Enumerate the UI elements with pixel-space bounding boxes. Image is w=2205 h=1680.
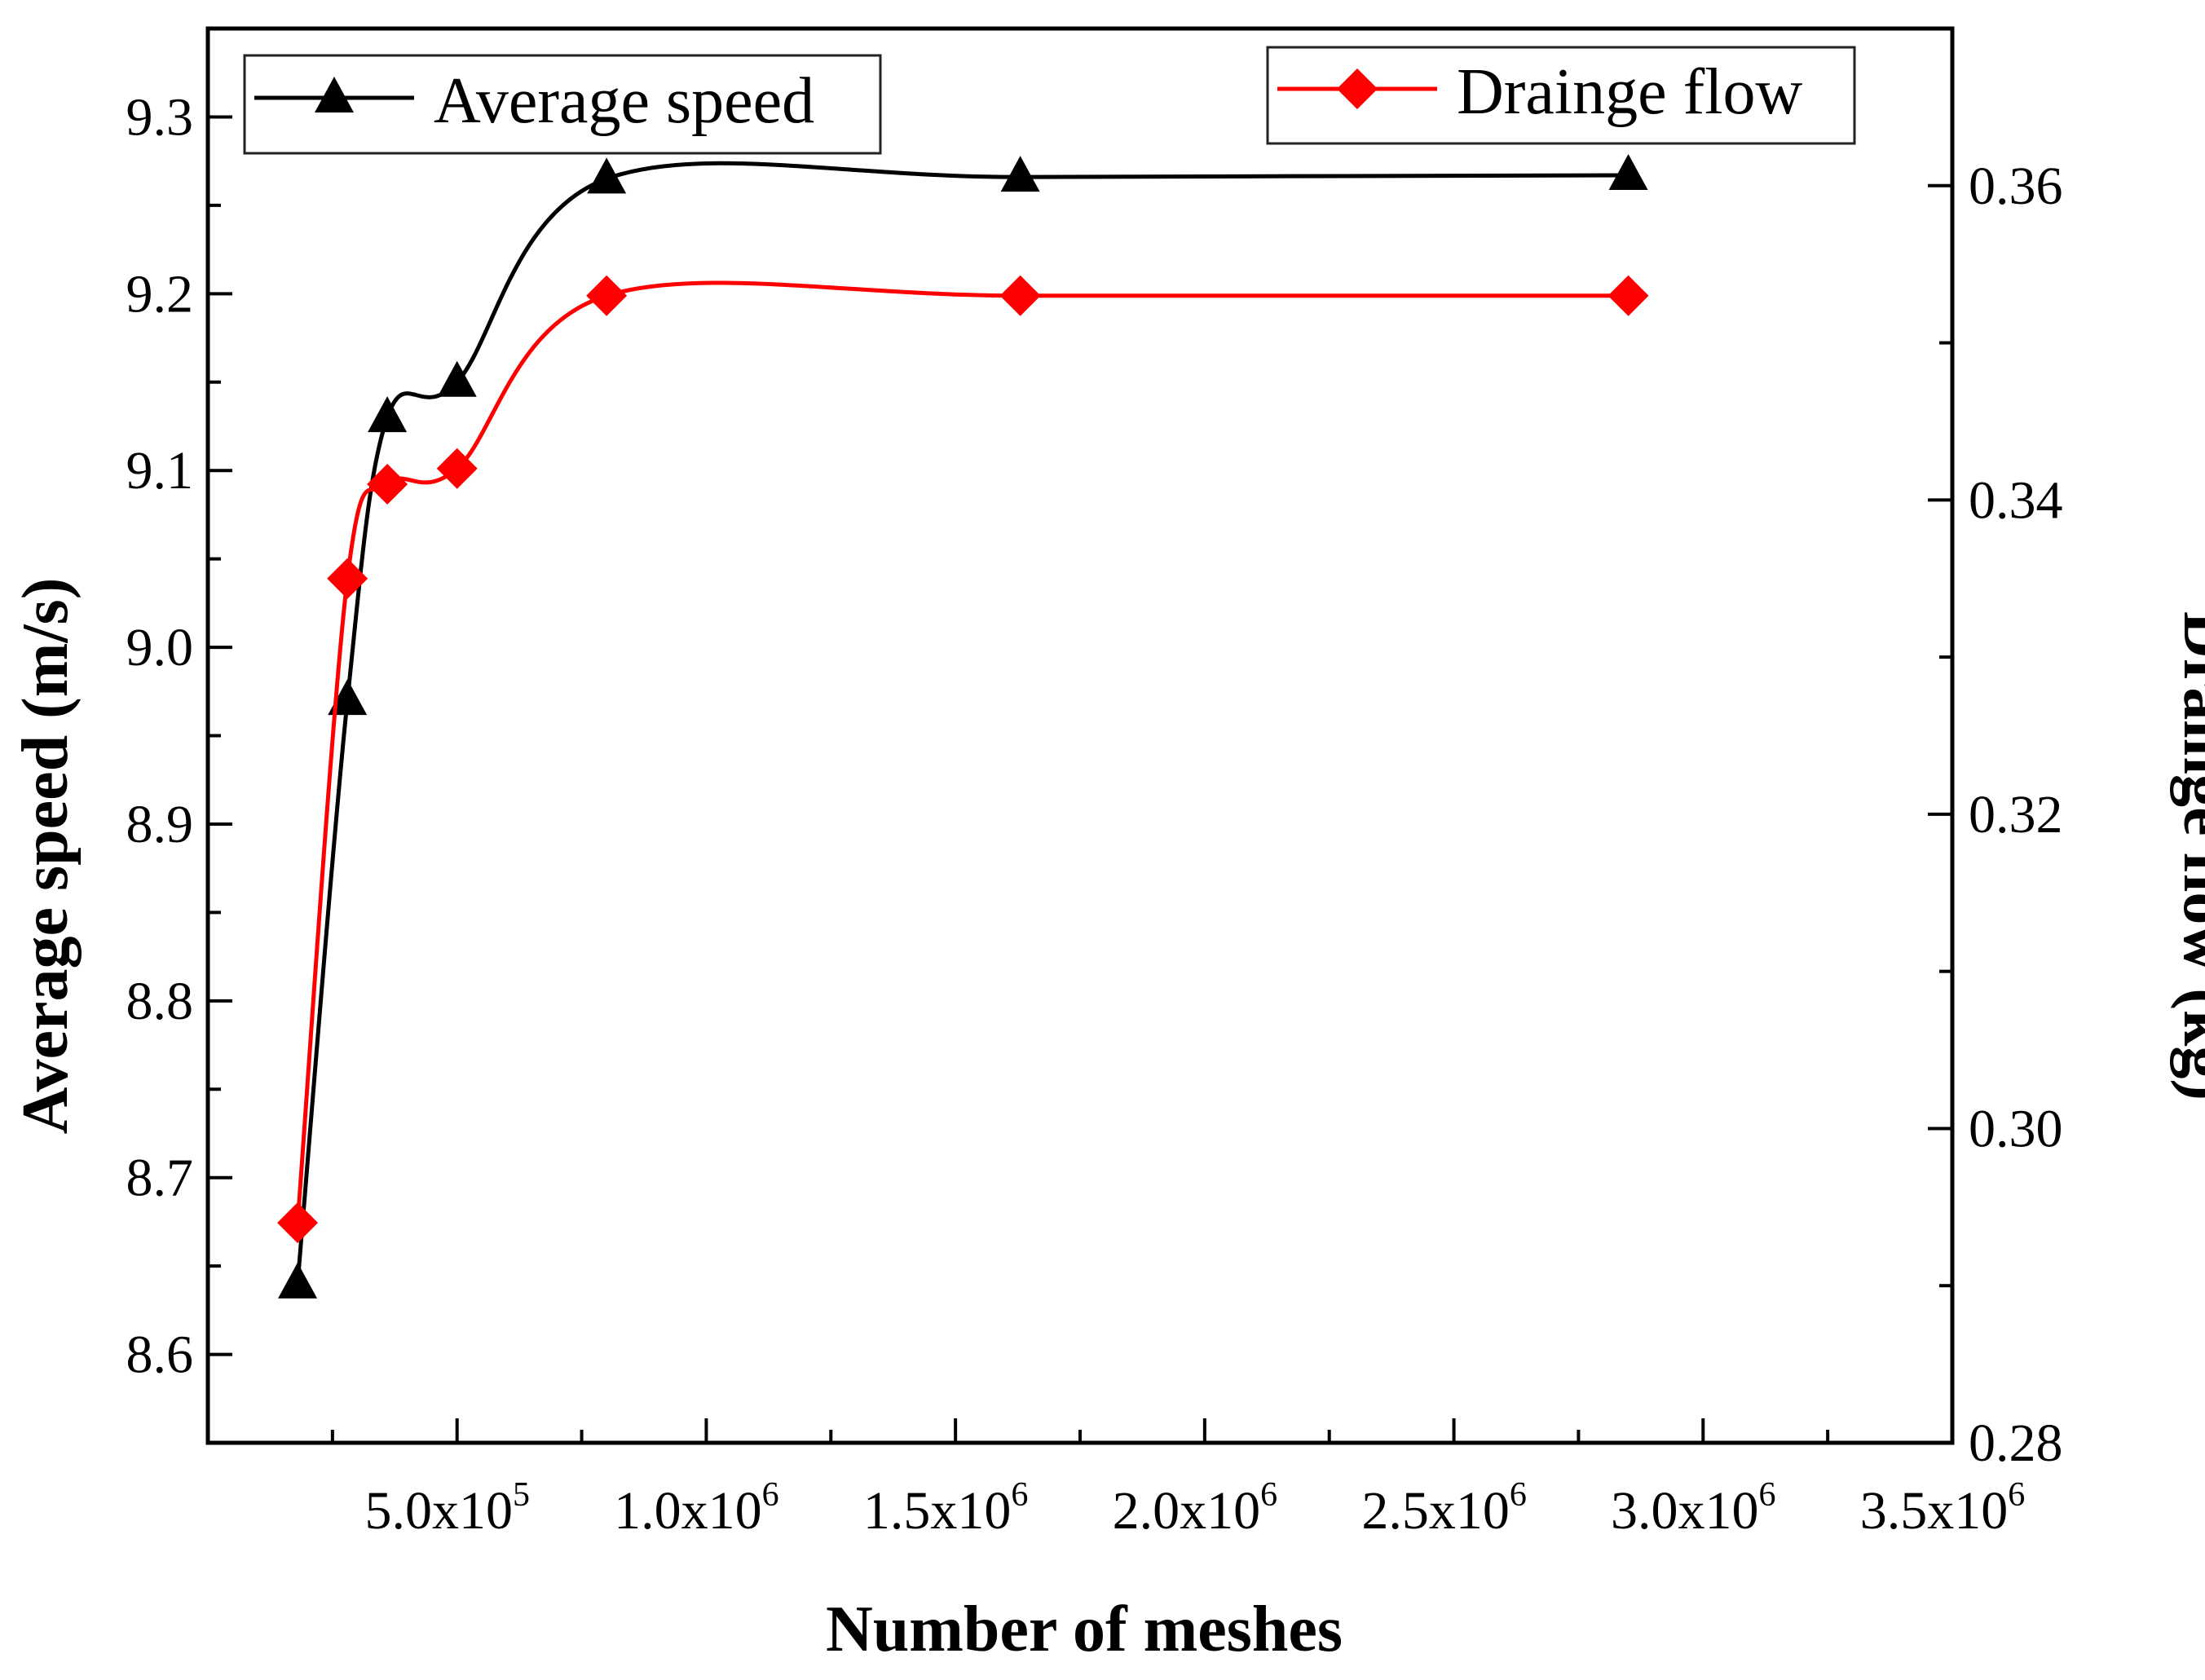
drainge-flow-marker bbox=[1607, 275, 1649, 316]
x-tick-label: 1.5x106 bbox=[863, 1476, 1029, 1541]
average-speed-marker bbox=[328, 679, 368, 716]
drainge-flow-marker bbox=[367, 464, 408, 505]
average-speed-legend: Average speed bbox=[243, 54, 882, 155]
average-speed-marker bbox=[1000, 156, 1040, 192]
average-speed-marker bbox=[587, 157, 627, 194]
y2-tick-label: 0.34 bbox=[1969, 470, 2063, 530]
x-tick-label: 5.0x105 bbox=[364, 1476, 530, 1541]
y-tick-label: 8.7 bbox=[126, 1149, 194, 1208]
y-tick-label: 8.6 bbox=[126, 1325, 194, 1385]
y2-axis-title: Drainge flow (kg) bbox=[2170, 611, 2205, 1100]
y-tick-label: 9.0 bbox=[126, 618, 194, 677]
average-speed-marker bbox=[1608, 154, 1648, 191]
average-speed-marker bbox=[437, 360, 477, 397]
ticks: 5.0x105 1.0x106 1.5x106 2.0x106 2.5x106 3.0x1… bbox=[126, 87, 2063, 1541]
drainge-flow-marker bbox=[327, 558, 368, 599]
x-tick-label: 1.0x106 bbox=[614, 1476, 779, 1541]
average-speed-legend-label: Average speed bbox=[434, 65, 814, 137]
drainge-flow-legend: Drainge flow bbox=[1266, 46, 1856, 145]
y-tick-label: 9.2 bbox=[126, 264, 194, 324]
drainge-flow-marker bbox=[436, 448, 478, 489]
average-speed-marker bbox=[278, 1262, 318, 1299]
drainge-flow-marker bbox=[277, 1202, 319, 1244]
average-speed-line bbox=[295, 161, 1629, 1285]
y-tick-label: 8.8 bbox=[126, 972, 194, 1031]
y2-tick-label: 0.30 bbox=[1969, 1099, 2063, 1158]
y-tick-label: 8.9 bbox=[126, 795, 194, 854]
legends: Average speed Drainge flow bbox=[243, 46, 1856, 155]
drainge-flow-legend-label: Drainge flow bbox=[1457, 56, 1803, 128]
drainge-flow-marker bbox=[999, 275, 1041, 316]
average-speed-marker bbox=[368, 396, 408, 433]
y2-tick-label: 0.28 bbox=[1969, 1413, 2063, 1473]
y-tick-label: 9.3 bbox=[126, 87, 194, 147]
axes bbox=[205, 26, 1955, 1445]
y2-tick-label: 0.36 bbox=[1969, 157, 2063, 216]
drainge-flow-marker bbox=[586, 275, 628, 316]
average-speed-legend-box bbox=[243, 54, 882, 155]
x-tick-label: 3.0x106 bbox=[1611, 1476, 1776, 1541]
drainge-flow-line bbox=[295, 280, 1629, 1224]
average-speed-legend-marker bbox=[315, 77, 354, 112]
y-tick-label: 9.1 bbox=[126, 441, 194, 500]
plot-frame bbox=[205, 26, 1955, 1445]
y-axis-title: Average speed (m/s) bbox=[10, 578, 82, 1135]
y2-tick-label: 0.32 bbox=[1969, 785, 2063, 844]
x-axis-title: Number of meshes bbox=[826, 1594, 1343, 1665]
series-layer bbox=[277, 154, 1649, 1299]
x-tick-label: 2.5x106 bbox=[1361, 1476, 1527, 1541]
drainge-flow-legend-marker bbox=[1337, 68, 1378, 109]
x-tick-label: 2.0x106 bbox=[1113, 1476, 1278, 1541]
x-tick-label: 3.5x106 bbox=[1860, 1476, 2026, 1541]
